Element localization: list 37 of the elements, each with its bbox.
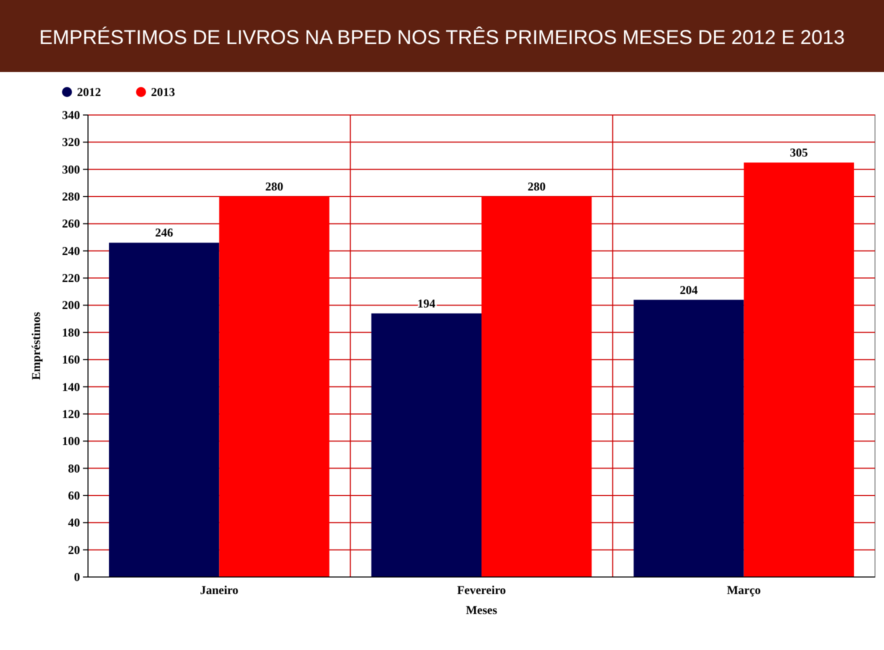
y-tick-label: 80 — [68, 461, 80, 476]
y-tick-label: 260 — [62, 216, 80, 231]
y-tick-label: 340 — [62, 108, 80, 122]
y-tick-label: 0 — [74, 570, 80, 584]
y-tick-label: 320 — [62, 135, 80, 150]
bar — [219, 196, 330, 577]
legend-label: 2013 — [151, 85, 175, 99]
chart-title: EMPRÉSTIMOS DE LIVROS NA BPED NOS TRÊS PRIMEIROS MESES DE 2012 E 2013 — [39, 26, 845, 49]
y-tick-label: 300 — [62, 162, 80, 176]
bar — [634, 300, 744, 577]
y-tick-label: 100 — [62, 434, 80, 448]
y-tick-label: 60 — [68, 488, 80, 502]
bar — [482, 196, 592, 577]
y-tick-label: 160 — [62, 352, 80, 367]
y-tick-label: 40 — [68, 516, 80, 530]
x-tick-label: Fevereiro — [457, 583, 506, 597]
data-label: 280 — [528, 180, 546, 194]
data-label: 280 — [265, 180, 284, 194]
y-tick-label: 240 — [62, 244, 80, 258]
bar — [108, 242, 220, 577]
data-label: 305 — [790, 146, 808, 160]
y-tick-label: 140 — [62, 380, 80, 394]
y-tick-label: 120 — [62, 406, 80, 421]
y-tick-label: 20 — [68, 542, 80, 557]
bar — [371, 313, 482, 577]
y-tick-label: 220 — [62, 271, 80, 286]
x-tick-label: Janeiro — [200, 583, 238, 597]
bar — [744, 162, 854, 577]
legend-label: 2012 — [77, 85, 101, 99]
x-tick-label: Março — [726, 583, 761, 597]
y-tick-label: 200 — [62, 298, 80, 312]
data-label: 246 — [155, 226, 174, 240]
data-label: 204 — [680, 282, 698, 297]
y-tick-label: 280 — [62, 190, 80, 204]
x-axis-title: Meses — [466, 603, 498, 617]
y-tick-label: 180 — [62, 325, 80, 340]
y-axis-title: Empréstimos — [29, 312, 43, 380]
